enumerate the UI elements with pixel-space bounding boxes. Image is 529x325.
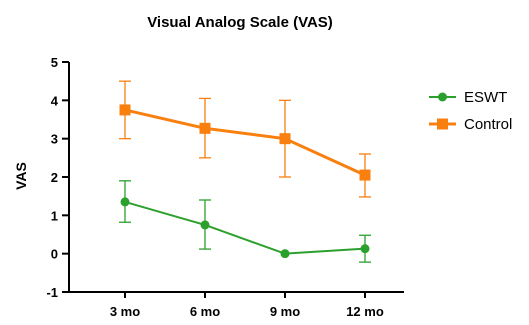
y-ticks: -1 0 1 2 3 4 5 xyxy=(46,55,69,300)
data-point xyxy=(360,244,370,254)
data-point xyxy=(199,122,211,134)
series-control xyxy=(119,80,371,198)
series-layer xyxy=(119,80,371,263)
series-line xyxy=(124,200,366,255)
x-tick-label: 3 mo xyxy=(110,304,140,319)
data-point xyxy=(120,197,130,207)
x-ticks: 3 mo 6 mo 9 mo 12 mo xyxy=(110,292,384,319)
legend-marker xyxy=(437,118,448,130)
chart-title: Visual Analog Scale (VAS) xyxy=(147,14,333,31)
y-tick-label: 0 xyxy=(51,247,58,262)
y-tick-label: -1 xyxy=(46,285,58,300)
data-point xyxy=(279,133,291,145)
x-tick-label: 12 mo xyxy=(346,304,384,319)
legend-label: Control xyxy=(464,116,512,133)
y-tick-label: 3 xyxy=(51,132,58,147)
data-point xyxy=(200,220,210,230)
series-eswt xyxy=(119,180,371,263)
x-tick-label: 6 mo xyxy=(190,304,220,319)
y-tick-label: 5 xyxy=(51,55,58,70)
legend-label: ESWT xyxy=(464,89,507,106)
legend-marker xyxy=(438,92,447,102)
data-point xyxy=(119,104,131,116)
legend-item-eswt: ESWT xyxy=(429,89,507,106)
y-tick-label: 4 xyxy=(51,93,59,108)
y-tick-label: 2 xyxy=(51,170,58,185)
x-tick-label: 9 mo xyxy=(270,304,300,319)
y-axis-label: VAS xyxy=(13,162,29,190)
legend-item-control: Control xyxy=(429,116,512,133)
y-tick-label: 1 xyxy=(51,208,58,223)
series-line xyxy=(124,108,366,177)
legend: ESWT Control xyxy=(429,89,512,133)
data-point xyxy=(280,249,290,259)
data-point xyxy=(359,169,371,181)
